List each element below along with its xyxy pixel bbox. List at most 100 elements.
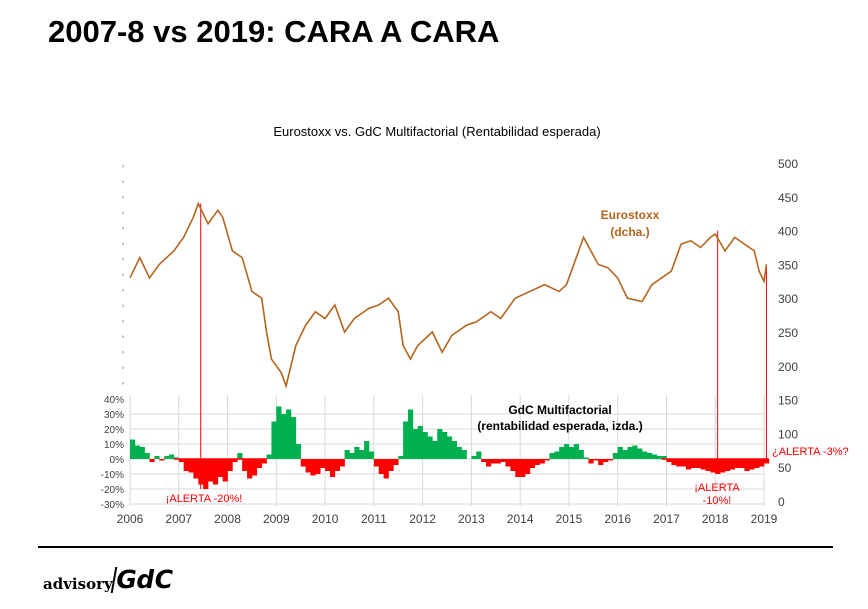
left-axis-minor-tick: › bbox=[122, 226, 124, 232]
gdc-bar bbox=[427, 436, 433, 459]
footer-divider bbox=[38, 546, 833, 548]
right-axis-tick-label: 250 bbox=[778, 326, 798, 340]
gdc-bar bbox=[169, 454, 175, 459]
x-tick-label: 2019 bbox=[751, 512, 778, 526]
gdc-bar bbox=[729, 459, 736, 470]
gdc-bar bbox=[612, 453, 618, 459]
gdc-bar bbox=[378, 459, 384, 474]
gdc-bar bbox=[217, 459, 223, 477]
alert-annotation-2018-value: -10%! bbox=[703, 495, 732, 507]
gdc-bar bbox=[632, 445, 638, 459]
gdc-bar bbox=[286, 409, 292, 459]
gdc-bar bbox=[700, 459, 706, 470]
gdc-bar bbox=[710, 459, 716, 473]
gdc-bar bbox=[178, 459, 184, 462]
chart-title: Eurostoxx vs. GdC Multifactorial (Rentab… bbox=[273, 124, 600, 139]
page-title: 2007-8 vs 2019: CARA A CARA bbox=[48, 14, 500, 49]
alert-annotation-2007: ¡ALERTA -20%! bbox=[166, 493, 243, 505]
gdc-bar bbox=[432, 441, 438, 459]
eurostoxx-label: Eurostoxx bbox=[601, 208, 660, 222]
right-axis-tick-label: 350 bbox=[778, 258, 798, 272]
gdc-bar bbox=[222, 459, 228, 482]
gdc-bar bbox=[261, 459, 267, 464]
right-axis-tick-label: 200 bbox=[778, 360, 798, 374]
left-axis-tick-label: 40% bbox=[104, 395, 124, 406]
left-axis-tick-label: -20% bbox=[101, 485, 124, 496]
gdc-bar bbox=[159, 459, 165, 461]
gdc-bar bbox=[510, 459, 516, 471]
gdc-label: GdC Multifactorial bbox=[508, 403, 611, 417]
gdc-bar bbox=[754, 459, 760, 468]
gdc-bar bbox=[154, 456, 160, 459]
gdc-bar bbox=[403, 421, 409, 459]
gdc-bar bbox=[290, 417, 297, 459]
gdc-bar bbox=[593, 459, 599, 461]
gdc-bar bbox=[500, 459, 506, 462]
gdc-bar bbox=[354, 447, 360, 459]
gdc-bar bbox=[495, 459, 501, 464]
gdc-bar bbox=[364, 441, 370, 459]
gdc-bar bbox=[739, 459, 745, 468]
gdc-bar bbox=[329, 459, 336, 477]
right-axis-tick-label: 150 bbox=[778, 394, 798, 408]
gdc-bar bbox=[417, 426, 423, 459]
gdc-bar bbox=[564, 444, 570, 459]
x-tick-label: 2008 bbox=[214, 512, 241, 526]
left-axis-tick-label: -30% bbox=[101, 500, 124, 511]
x-tick-label: 2015 bbox=[556, 512, 583, 526]
gdc-bar bbox=[183, 459, 189, 471]
gdc-bar bbox=[315, 459, 321, 474]
gdc-bar bbox=[661, 456, 667, 459]
x-tick-label: 2012 bbox=[409, 512, 436, 526]
gdc-bar bbox=[266, 454, 272, 459]
gdc-bar bbox=[534, 459, 540, 465]
gdc-bar bbox=[637, 448, 643, 459]
right-axis-tick-label: 300 bbox=[778, 292, 798, 306]
left-axis-tick-label: 30% bbox=[104, 410, 124, 421]
gdc-bar bbox=[256, 459, 262, 468]
gdc-bar bbox=[520, 459, 526, 477]
gdc-bar bbox=[281, 414, 287, 459]
gdc-bar bbox=[339, 459, 345, 467]
gdc-bar bbox=[554, 451, 560, 459]
gdc-bar bbox=[583, 457, 589, 459]
gdc-bar bbox=[603, 459, 609, 462]
gdc-bar bbox=[529, 459, 536, 468]
gdc-bar bbox=[627, 447, 633, 459]
gdc-bar bbox=[344, 450, 350, 459]
gdc-bar bbox=[749, 459, 755, 470]
gdc-bar bbox=[130, 439, 136, 459]
gdc-bar bbox=[607, 459, 614, 461]
advisory-gdc-logo: advisory GdC bbox=[43, 565, 175, 594]
gdc-bar bbox=[407, 409, 414, 459]
x-tick-label: 2010 bbox=[312, 512, 339, 526]
gdc-bar bbox=[393, 459, 399, 465]
right-axis-tick-label: 100 bbox=[778, 427, 798, 441]
logo-text-gdc: GdC bbox=[110, 565, 175, 594]
gdc-bar bbox=[412, 429, 419, 459]
gdc-bar bbox=[398, 456, 404, 459]
left-axis-minor-tick: › bbox=[122, 304, 124, 310]
gdc-bar bbox=[549, 453, 555, 459]
gdc-bar bbox=[359, 450, 365, 459]
x-tick-label: 2018 bbox=[702, 512, 729, 526]
gdc-label-sub: (rentabilidad esperada, izda.) bbox=[477, 419, 642, 433]
gdc-bar bbox=[349, 453, 355, 459]
gdc-bar bbox=[188, 459, 194, 473]
gdc-bar bbox=[276, 406, 282, 459]
gdc-bar bbox=[461, 450, 467, 459]
gdc-bar bbox=[388, 459, 394, 471]
left-axis-minor-tick: › bbox=[122, 350, 124, 356]
chart: Eurostoxx vs. GdC Multifactorial (Rentab… bbox=[101, 124, 849, 526]
gdc-bar bbox=[247, 459, 253, 479]
left-axis-minor-tick: › bbox=[122, 242, 124, 248]
gdc-bar bbox=[334, 459, 341, 471]
gdc-bar bbox=[212, 459, 219, 485]
x-tick-label: 2016 bbox=[604, 512, 631, 526]
gdc-bar bbox=[193, 459, 199, 479]
gdc-bar bbox=[320, 459, 326, 468]
x-tick-label: 2007 bbox=[165, 512, 192, 526]
gdc-bar bbox=[656, 456, 662, 459]
gdc-bar bbox=[476, 451, 482, 459]
gdc-bar bbox=[734, 459, 740, 468]
